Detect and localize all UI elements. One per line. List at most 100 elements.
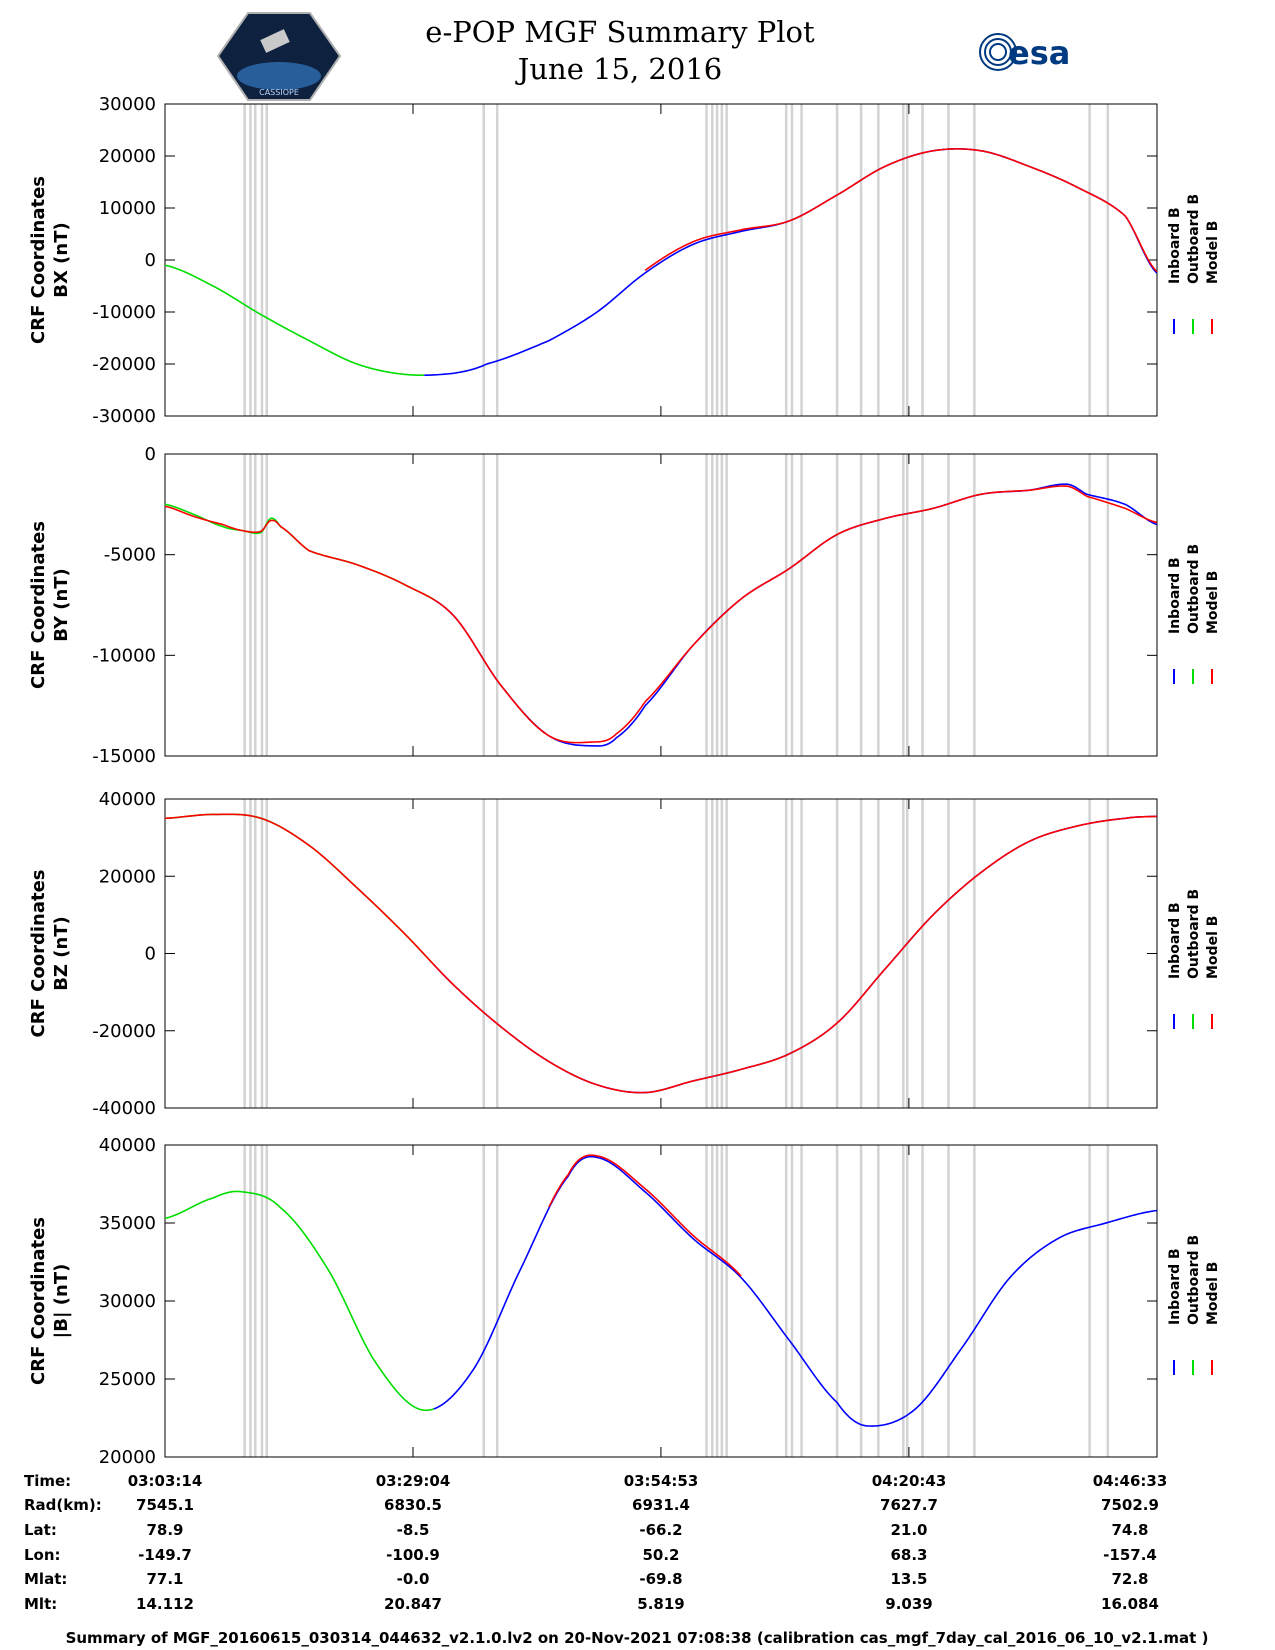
axes-frame xyxy=(164,453,1158,757)
y-tick-label: -20000 xyxy=(92,354,156,375)
y-tick-label: 0 xyxy=(145,444,156,465)
y-tick-label: 10000 xyxy=(99,198,156,219)
table-cell: 04:46:33 xyxy=(1093,1472,1168,1490)
series-group xyxy=(164,813,1157,1094)
table-cell: -66.2 xyxy=(639,1521,682,1539)
legend-entry: Model B xyxy=(1205,1262,1221,1325)
table-cell: 6931.4 xyxy=(632,1496,690,1514)
series-line-model-b xyxy=(164,813,1157,1094)
table-cell: 72.8 xyxy=(1111,1570,1148,1588)
table-cell: -0.0 xyxy=(397,1570,430,1588)
right-logo: esa xyxy=(979,33,1070,72)
axes-frame xyxy=(164,1144,1158,1458)
y-axis-label-line2: |B| (nT) xyxy=(51,1264,72,1339)
y-tick-label: -10000 xyxy=(92,302,156,323)
y-tick-label: 0 xyxy=(145,250,156,271)
table-cell: 03:29:04 xyxy=(376,1472,451,1490)
table-cell: 03:03:14 xyxy=(128,1472,203,1490)
table-cell: -157.4 xyxy=(1103,1546,1157,1564)
table-row-label: Lon: xyxy=(24,1546,61,1564)
y-tick-label: -5000 xyxy=(104,545,156,566)
table-cell: 21.0 xyxy=(890,1521,927,1539)
y-axis-label-line1: CRF Coordinates xyxy=(28,1217,49,1385)
legend-entry: Outboard B xyxy=(1186,889,1202,979)
table-cell: 16.084 xyxy=(1101,1595,1159,1613)
legend-entry: Inboard B xyxy=(1167,557,1183,634)
y-tick-label: 20000 xyxy=(99,146,156,167)
legend-entry: Outboard B xyxy=(1186,1235,1202,1325)
series-group xyxy=(164,1154,1157,1427)
y-tick-label: 30000 xyxy=(99,1291,156,1312)
series-line-inboard-b xyxy=(433,483,1158,747)
series-line-model-b xyxy=(644,148,1158,273)
left-logo: CASSIOPE xyxy=(216,12,342,101)
legend-entry: Outboard B xyxy=(1186,544,1202,634)
series-line-outboard-b xyxy=(164,264,425,377)
series-line-model-b xyxy=(548,1154,742,1277)
panel-bx: 30000 20000 10000 0 -10000 -20000 -30000 CRF Co… xyxy=(28,94,1221,427)
panel-by: 0 -5000 -10000 -15000 CRF Coordinates BY (nT)… xyxy=(28,444,1221,767)
y-tick-label: 25000 xyxy=(99,1369,156,1390)
y-axis-label-line2: BX (nT) xyxy=(51,222,72,297)
chart-title-line2: June 15, 2016 xyxy=(515,52,723,86)
table-cell: 7627.7 xyxy=(880,1496,938,1514)
series-group xyxy=(164,148,1158,377)
table-cell: 7502.9 xyxy=(1101,1496,1159,1514)
table-cell: 6830.5 xyxy=(384,1496,442,1514)
table-cell: 04:20:43 xyxy=(872,1472,947,1490)
table-row-label: Lat: xyxy=(24,1521,57,1539)
y-axis-label-line1: CRF Coordinates xyxy=(28,870,49,1038)
chart-title-line1: e-POP MGF Summary Plot xyxy=(425,15,815,49)
legend-entry: Outboard B xyxy=(1186,194,1202,284)
series-line-outboard-b xyxy=(164,813,435,966)
panel-bmag: 40000 35000 30000 25000 20000 CRF Coordinates… xyxy=(28,1135,1221,1468)
table-cell: 03:54:53 xyxy=(624,1472,699,1490)
y-tick-label: -20000 xyxy=(92,1021,156,1042)
y-axis-label-line1: CRF Coordinates xyxy=(28,521,49,689)
esa-logo-text: esa xyxy=(1008,34,1070,72)
legend-entry: Inboard B xyxy=(1167,1248,1183,1325)
legend: Inboard B Outboard B Model B xyxy=(1167,194,1221,334)
table-cell: -69.8 xyxy=(639,1570,682,1588)
table-cell: 74.8 xyxy=(1111,1521,1148,1539)
table-cell: 7545.1 xyxy=(136,1496,194,1514)
table-cell: 14.112 xyxy=(136,1595,194,1613)
y-tick-label: 20000 xyxy=(99,866,156,887)
y-tick-label: -30000 xyxy=(92,406,156,427)
panels: 30000 20000 10000 0 -10000 -20000 -30000 CRF Co… xyxy=(28,94,1221,1468)
table-cell: 9.039 xyxy=(885,1595,932,1613)
y-tick-label: 40000 xyxy=(99,1135,156,1156)
y-tick-label: -10000 xyxy=(92,645,156,666)
y-tick-label: 0 xyxy=(145,944,156,965)
table-cell: 77.1 xyxy=(146,1570,183,1588)
legend: Inboard B Outboard B Model B xyxy=(1167,544,1221,684)
table-row-label: Rad(km): xyxy=(24,1496,102,1514)
table-row-label: Time: xyxy=(24,1472,71,1490)
data-gap-bands xyxy=(243,1145,1110,1457)
panel-bz: 40000 20000 0 -20000 -40000 CRF Coordinates BZ… xyxy=(28,789,1221,1119)
table-cell: 68.3 xyxy=(890,1546,927,1564)
series-line-inboard-b xyxy=(433,1155,1157,1427)
legend-entry: Model B xyxy=(1205,571,1221,634)
table-cell: 5.819 xyxy=(637,1595,684,1613)
table-cell: -100.9 xyxy=(386,1546,440,1564)
table-cell: 78.9 xyxy=(146,1521,183,1539)
y-tick-label: 40000 xyxy=(99,789,156,810)
legend-entry: Inboard B xyxy=(1167,902,1183,979)
series-line-inboard-b xyxy=(424,148,1158,377)
series-line-outboard-b xyxy=(164,1190,435,1412)
series-line-outboard-b xyxy=(164,503,435,601)
legend: Inboard B Outboard B Model B xyxy=(1167,1235,1221,1375)
legend: Inboard B Outboard B Model B xyxy=(1167,889,1221,1029)
esa-logo-icon xyxy=(979,33,1017,71)
y-tick-label: 35000 xyxy=(99,1213,156,1234)
table-cell: -8.5 xyxy=(397,1521,430,1539)
y-tick-label: -40000 xyxy=(92,1098,156,1119)
data-gap-bands xyxy=(243,454,1110,756)
series-line-model-b xyxy=(164,485,1158,744)
y-axis-label-line2: BY (nT) xyxy=(51,568,72,642)
data-gap-bands xyxy=(243,104,1110,416)
table-cell: 20.847 xyxy=(384,1595,442,1613)
satellite-body xyxy=(260,29,290,53)
